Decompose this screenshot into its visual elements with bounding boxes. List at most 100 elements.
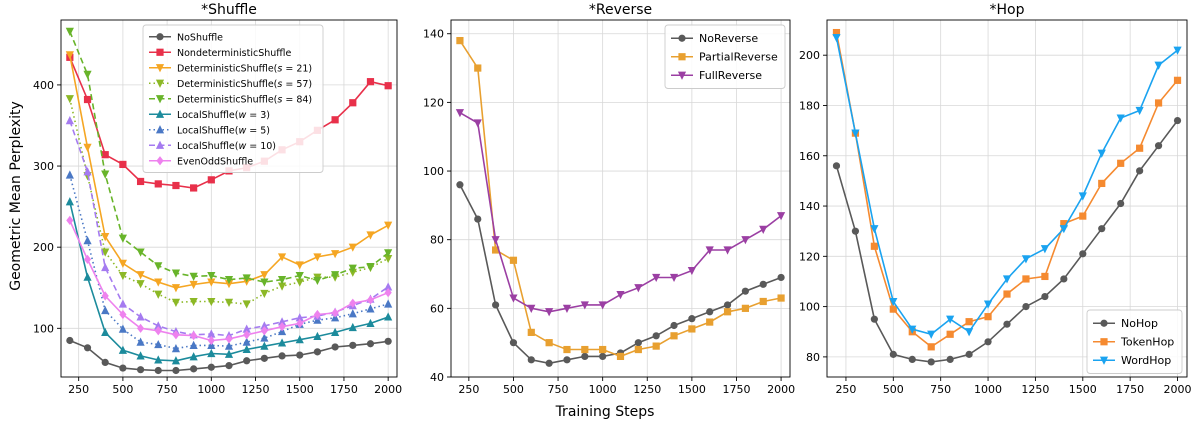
data-point — [581, 352, 589, 361]
data-point — [331, 343, 339, 351]
data-point — [65, 170, 74, 179]
data-point — [65, 197, 74, 206]
data-point — [171, 356, 181, 365]
data-point — [870, 315, 878, 323]
data-point — [366, 295, 375, 305]
data-point — [965, 318, 973, 326]
data-point — [171, 298, 181, 307]
data-point — [136, 351, 145, 360]
data-point — [296, 351, 304, 359]
data-point — [492, 246, 500, 254]
data-point — [741, 236, 750, 245]
data-point — [1078, 192, 1087, 201]
chart-title: *Reverse — [589, 2, 652, 18]
data-point — [456, 181, 464, 189]
data-point — [670, 332, 678, 340]
data-point — [832, 28, 841, 37]
data-point — [224, 341, 234, 350]
legend: NoHop TokenHop WordHop — [1086, 309, 1183, 374]
x-tick-label: 1000 — [974, 383, 1002, 396]
data-point — [136, 366, 145, 374]
data-point — [296, 318, 304, 329]
data-point — [384, 82, 392, 90]
data-point — [207, 329, 216, 338]
x-tick-label: 500 — [883, 383, 904, 396]
plot-frame — [60, 19, 398, 378]
data-point — [908, 355, 916, 364]
data-point — [154, 366, 162, 375]
data-point — [965, 328, 974, 337]
data-point — [225, 362, 233, 370]
data-point — [384, 254, 393, 264]
legend-label: LocalShuffle(w = 10) — [177, 141, 276, 152]
legend-label: EvenOddShuffle — [177, 156, 253, 167]
data-point — [545, 308, 554, 317]
data-point — [136, 312, 145, 321]
legend-label: FullReverse — [699, 69, 762, 82]
data-point — [870, 225, 879, 234]
data-point — [277, 282, 287, 291]
y-tick-label: 200 — [799, 49, 820, 62]
data-point — [1079, 212, 1087, 220]
data-point — [946, 330, 954, 338]
data-point — [598, 301, 607, 310]
data-point — [1022, 303, 1030, 311]
chart-title: *Shuffle — [201, 2, 257, 18]
data-point — [207, 297, 216, 307]
data-point — [832, 33, 841, 43]
data-point — [295, 278, 304, 287]
legend: NoShuffle NondeterministicShuffle Determin… — [142, 24, 324, 173]
x-tick-label: 750 — [930, 383, 951, 396]
x-tick-label: 1750 — [722, 383, 750, 396]
legend-label: DeterministicShuffle(s = 84) — [177, 94, 312, 105]
y-tick-label: 100 — [423, 165, 444, 178]
legend-marker — [155, 140, 165, 149]
data-point — [136, 271, 145, 280]
data-point — [331, 116, 339, 124]
data-point — [295, 261, 304, 270]
data-point — [1040, 245, 1049, 254]
data-point — [260, 321, 269, 330]
x-tick-label: 250 — [68, 383, 89, 396]
data-point — [545, 359, 553, 367]
legend-label: DeterministicShuffle(s = 57) — [177, 79, 312, 90]
data-point — [242, 300, 251, 309]
data-point — [723, 308, 732, 316]
data-point — [154, 321, 163, 330]
y-tick-label: 120 — [799, 250, 820, 263]
legend-marker — [156, 33, 164, 41]
legend-marker — [678, 53, 686, 61]
data-point — [260, 333, 269, 342]
data-point — [1117, 159, 1125, 167]
series-line — [69, 174, 389, 350]
data-point — [527, 304, 536, 313]
data-point — [759, 280, 767, 288]
data-point — [136, 280, 145, 289]
x-tick-label: 1250 — [242, 383, 270, 396]
data-point — [1041, 292, 1049, 301]
y-tick-label: 160 — [799, 150, 820, 163]
legend-label: PartialReverse — [699, 50, 778, 63]
data-point — [927, 330, 936, 339]
data-point — [136, 323, 145, 333]
data-point — [889, 297, 898, 307]
x-tick-label: 1500 — [286, 383, 314, 396]
data-point — [278, 322, 286, 332]
data-point — [1097, 149, 1106, 158]
data-point — [474, 215, 482, 223]
y-tick-label: 300 — [33, 160, 54, 173]
data-point — [101, 248, 110, 257]
x-tick-label: 1750 — [1116, 383, 1144, 396]
data-point — [927, 343, 935, 351]
data-point — [260, 289, 269, 299]
data-point — [331, 327, 340, 336]
data-point — [1098, 225, 1106, 233]
data-point — [154, 278, 163, 287]
data-point — [509, 294, 518, 303]
data-point — [1173, 116, 1182, 125]
data-point — [946, 355, 954, 364]
data-point — [207, 176, 215, 184]
data-point — [118, 299, 127, 308]
data-point — [101, 151, 109, 159]
data-point — [634, 345, 642, 354]
